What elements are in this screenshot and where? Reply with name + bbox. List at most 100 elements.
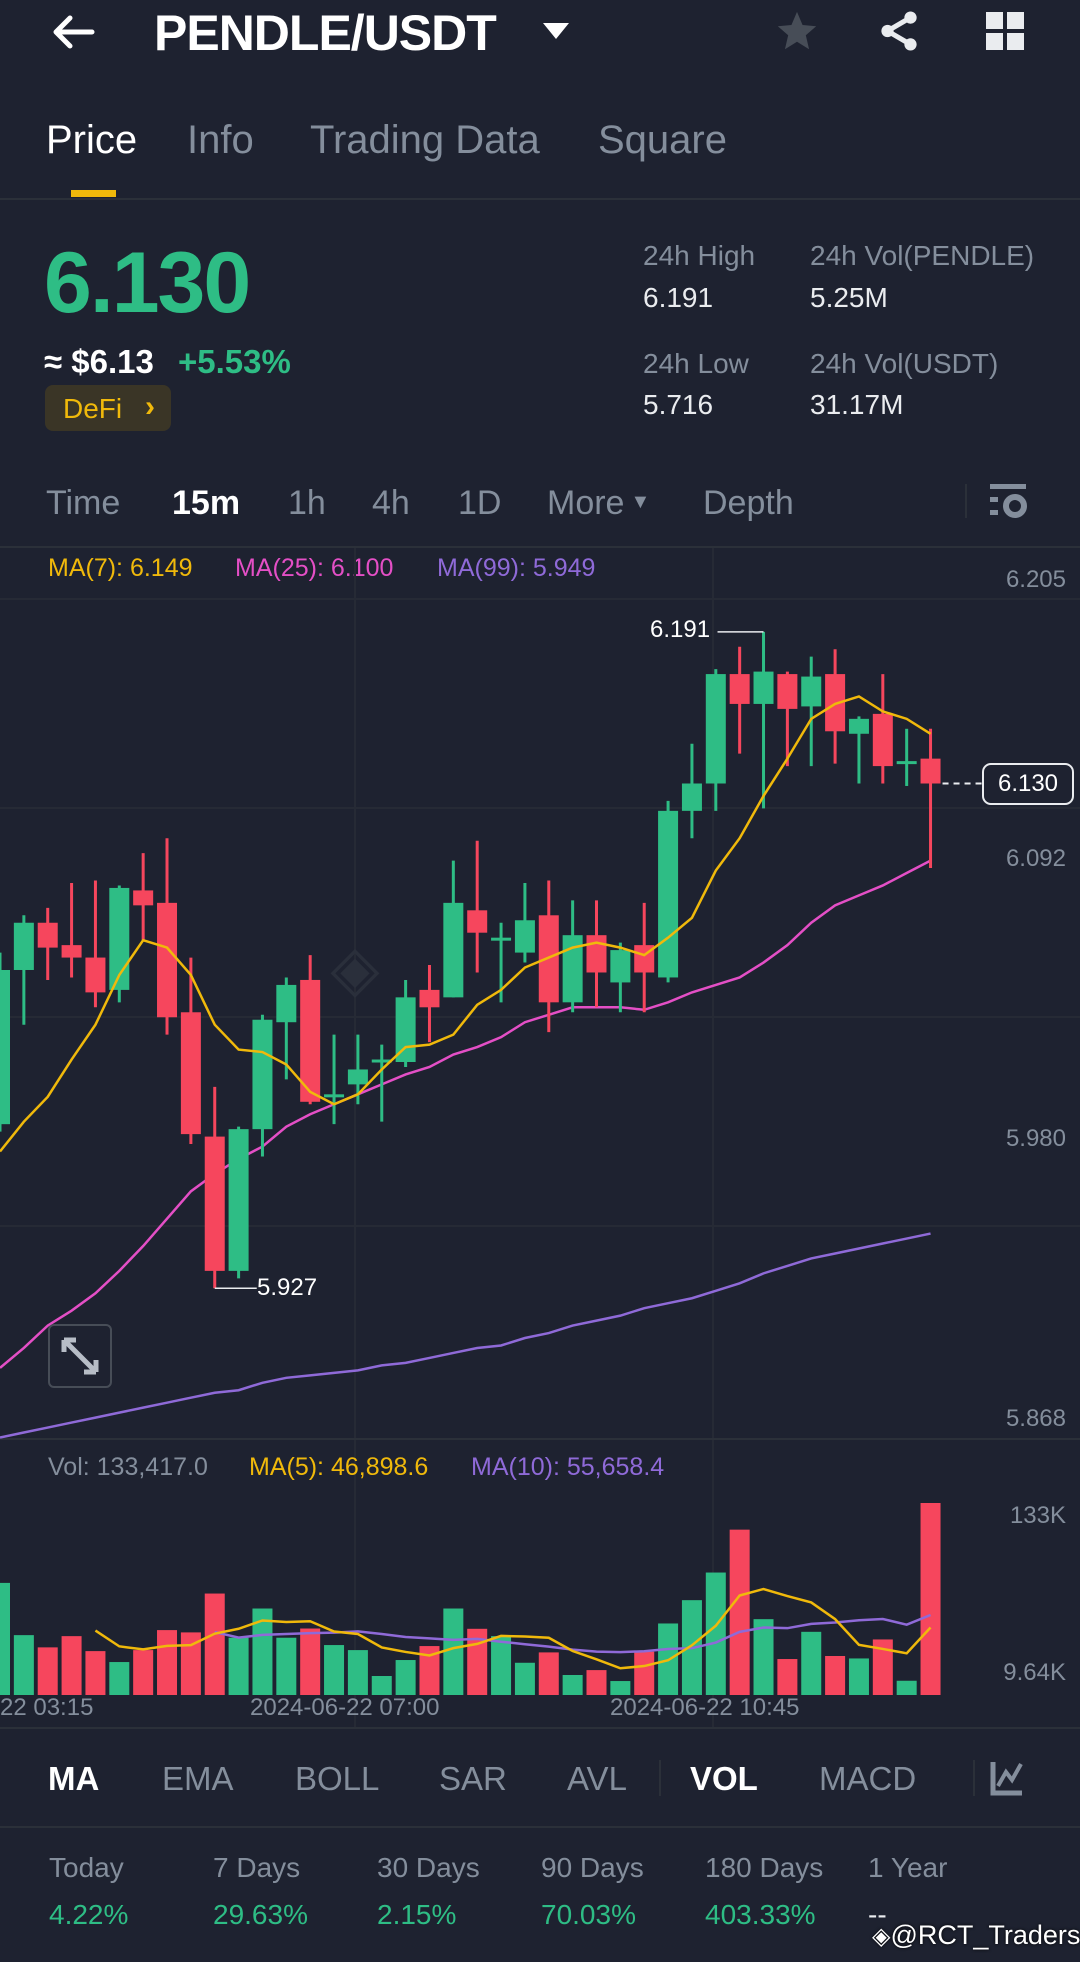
volume-bar bbox=[896, 1680, 917, 1695]
volume-bar bbox=[634, 1651, 655, 1695]
interval-more[interactable]: More ▼ bbox=[547, 484, 650, 523]
indicator-settings-icon[interactable] bbox=[990, 1760, 1024, 1801]
candle-up bbox=[896, 761, 917, 765]
y-tick-label: 6.092 bbox=[1005, 845, 1066, 872]
perf-90d-value: 70.03% bbox=[541, 1899, 636, 1930]
volume-bar bbox=[133, 1650, 154, 1695]
star-icon[interactable] bbox=[774, 8, 820, 59]
vol-ma5-line bbox=[94, 1587, 932, 1670]
intervals-divider bbox=[0, 546, 1080, 548]
high-marker-label: 6.191 bbox=[650, 616, 711, 643]
candle-up bbox=[681, 783, 702, 811]
volume-bar bbox=[109, 1662, 130, 1695]
candle-up bbox=[109, 887, 130, 990]
interval-time[interactable]: Time bbox=[46, 484, 121, 522]
candle-down bbox=[777, 674, 798, 709]
interval-15m[interactable]: 15m bbox=[172, 484, 241, 522]
volume-bar bbox=[562, 1674, 583, 1695]
tab-price[interactable]: Price bbox=[46, 118, 138, 162]
volume-bar bbox=[610, 1681, 631, 1695]
dropdown-triangle-icon[interactable] bbox=[541, 20, 571, 47]
perf-90d-label: 90 Days bbox=[541, 1852, 644, 1883]
volume-bar bbox=[443, 1608, 464, 1695]
volume-bar bbox=[300, 1628, 321, 1695]
interval-divider bbox=[965, 484, 967, 518]
x-tick-label: 22 03:15 bbox=[0, 1694, 94, 1721]
interval-1h[interactable]: 1h bbox=[288, 484, 326, 522]
volume-bar bbox=[801, 1631, 822, 1695]
perf-180d-value: 403.33% bbox=[705, 1899, 816, 1930]
indicator-divider bbox=[659, 1760, 661, 1796]
watermark: ◈@RCT_Traders bbox=[872, 1920, 1080, 1951]
indicator-ema[interactable]: EMA bbox=[162, 1760, 234, 1797]
candle-down bbox=[61, 945, 82, 958]
volume-bar bbox=[371, 1676, 392, 1695]
indicator-ma[interactable]: MA bbox=[48, 1760, 100, 1797]
perf-today-value: 4.22% bbox=[49, 1899, 129, 1930]
interval-4h[interactable]: 4h bbox=[372, 484, 410, 522]
caret-down-icon: ▼ bbox=[630, 491, 651, 513]
tab-info[interactable]: Info bbox=[187, 118, 254, 162]
grid-icon[interactable] bbox=[984, 10, 1026, 57]
y-tick-label: 5.980 bbox=[1005, 1125, 1066, 1152]
candle-up bbox=[610, 950, 631, 983]
indicator-macd[interactable]: MACD bbox=[819, 1760, 917, 1797]
binance-watermark: ◈ bbox=[330, 932, 380, 1004]
indicator-vol[interactable]: VOL bbox=[690, 1760, 758, 1797]
price-change: +5.53% bbox=[178, 343, 291, 380]
perf-30d-value: 2.15% bbox=[377, 1899, 457, 1930]
candle-down bbox=[729, 674, 750, 704]
stat-24h-vol-base-label: 24h Vol(PENDLE) bbox=[810, 240, 1035, 271]
ma25-legend: MA(25): 6.100 bbox=[235, 554, 394, 582]
indicator-avl[interactable]: AVL bbox=[567, 1760, 627, 1797]
volume-bar bbox=[586, 1670, 607, 1695]
interval-1d[interactable]: 1D bbox=[458, 484, 502, 522]
candle-up bbox=[705, 674, 726, 784]
indicator-sar[interactable]: SAR bbox=[439, 1760, 507, 1797]
chart-settings-icon[interactable] bbox=[988, 480, 1028, 527]
tab-trading-data[interactable]: Trading Data bbox=[310, 118, 540, 162]
y-tick-label: 5.868 bbox=[1005, 1405, 1066, 1432]
pair-title[interactable]: PENDLE/USDT bbox=[154, 5, 497, 61]
back-button[interactable] bbox=[46, 10, 102, 54]
low-marker-label: 5.927 bbox=[257, 1274, 318, 1301]
candle-up bbox=[514, 920, 535, 953]
candle-up bbox=[0, 969, 10, 1125]
x-tick-label: 2024-06-22 10:45 bbox=[610, 1694, 800, 1721]
candle-down bbox=[300, 979, 321, 1102]
volume-bar bbox=[276, 1637, 297, 1695]
candle-down bbox=[157, 902, 178, 1018]
volume-bar bbox=[419, 1646, 440, 1695]
share-icon[interactable] bbox=[876, 8, 922, 59]
candle-down bbox=[133, 890, 154, 906]
candle-down bbox=[180, 1012, 201, 1135]
volume-bar bbox=[13, 1635, 34, 1695]
volume-bar bbox=[85, 1651, 106, 1695]
stat-24h-vol-base-value: 5.25M bbox=[810, 282, 888, 313]
volume-bar bbox=[204, 1593, 225, 1695]
tab-square[interactable]: Square bbox=[598, 118, 727, 162]
candle-up bbox=[753, 671, 774, 704]
candle-up bbox=[658, 810, 679, 978]
stat-24h-high-label: 24h High bbox=[643, 240, 756, 271]
ma7-legend: MA(7): 6.149 bbox=[48, 554, 193, 582]
volume-bar bbox=[347, 1650, 368, 1695]
candle-down bbox=[37, 922, 58, 948]
defi-tag-button[interactable]: DeFi › bbox=[45, 385, 171, 431]
volume-bar bbox=[37, 1647, 58, 1695]
indicator-boll[interactable]: BOLL bbox=[295, 1760, 380, 1797]
perf-30d-label: 30 Days bbox=[377, 1852, 480, 1883]
binance-logo-icon: ◈ bbox=[872, 1923, 891, 1950]
perf-7d-value: 29.63% bbox=[213, 1899, 308, 1930]
watermark-text: @RCT_Traders bbox=[890, 1920, 1080, 1950]
depth-tab[interactable]: Depth bbox=[703, 484, 794, 522]
ma7-line bbox=[0, 695, 932, 1153]
expand-chart-button[interactable] bbox=[48, 1324, 112, 1388]
volume-bar bbox=[228, 1637, 249, 1695]
volume-bar bbox=[538, 1652, 559, 1695]
stat-24h-high-value: 6.191 bbox=[643, 282, 714, 313]
candle-down bbox=[419, 989, 440, 1008]
usd-price: ≈ $6.13 bbox=[44, 343, 154, 380]
perf-today-label: Today bbox=[49, 1852, 124, 1883]
